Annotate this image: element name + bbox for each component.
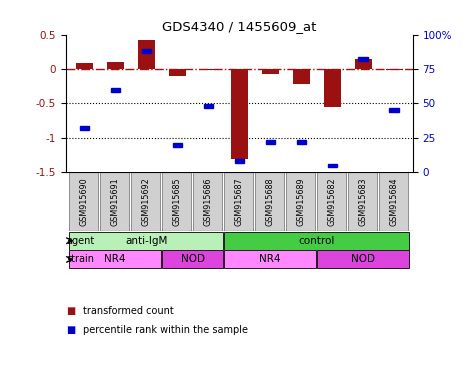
Bar [131,172,160,232]
Text: agent: agent [66,236,94,246]
Text: GSM915689: GSM915689 [297,177,306,226]
Bar [100,172,129,232]
Bar [317,172,346,232]
Bar [173,143,182,147]
Bar [193,172,222,232]
Text: GSM915686: GSM915686 [204,178,213,226]
Bar [69,172,98,232]
Bar [162,172,191,232]
Text: GSM915687: GSM915687 [234,177,244,226]
Bar [224,172,253,232]
Text: control: control [298,236,335,246]
Text: GSM915692: GSM915692 [142,177,151,226]
Text: NR4: NR4 [259,255,281,265]
Bar [76,63,93,69]
Bar [389,108,399,112]
Text: GSM915683: GSM915683 [359,178,368,226]
Bar [200,69,217,70]
Bar [169,69,186,76]
Bar [138,40,155,69]
Text: transformed count: transformed count [83,306,174,316]
Bar [224,232,409,250]
Bar [231,69,248,159]
Bar [286,172,315,232]
Bar [296,140,306,144]
Bar [262,69,279,74]
Bar [142,49,151,53]
Title: GDS4340 / 1455609_at: GDS4340 / 1455609_at [162,20,317,33]
Bar [348,172,377,232]
Bar [355,59,371,69]
Bar [69,250,161,268]
Bar [293,69,310,84]
Text: GSM915685: GSM915685 [173,177,182,226]
Bar [107,62,124,69]
Text: GSM915682: GSM915682 [328,177,337,226]
Bar [327,164,337,167]
Bar [379,172,408,232]
Text: GSM915690: GSM915690 [80,177,89,226]
Bar [69,232,223,250]
Text: strain: strain [66,255,94,265]
Text: GSM915688: GSM915688 [265,178,275,226]
Bar [386,69,403,70]
Bar [204,104,213,108]
Text: NOD: NOD [181,255,204,265]
Bar [324,69,340,107]
Text: ■: ■ [66,325,75,335]
Text: NR4: NR4 [105,255,126,265]
Text: NOD: NOD [351,255,375,265]
Bar [80,126,89,130]
Bar [317,250,409,268]
Bar [111,88,120,91]
Bar [265,140,275,144]
Text: GSM915691: GSM915691 [111,177,120,226]
Bar [162,250,223,268]
Bar [234,159,244,163]
Bar [224,250,316,268]
Text: GSM915684: GSM915684 [390,178,399,226]
Text: percentile rank within the sample: percentile rank within the sample [83,325,249,335]
Text: ■: ■ [66,306,75,316]
Text: anti-IgM: anti-IgM [125,236,167,246]
Bar [358,58,368,61]
Bar [255,172,284,232]
